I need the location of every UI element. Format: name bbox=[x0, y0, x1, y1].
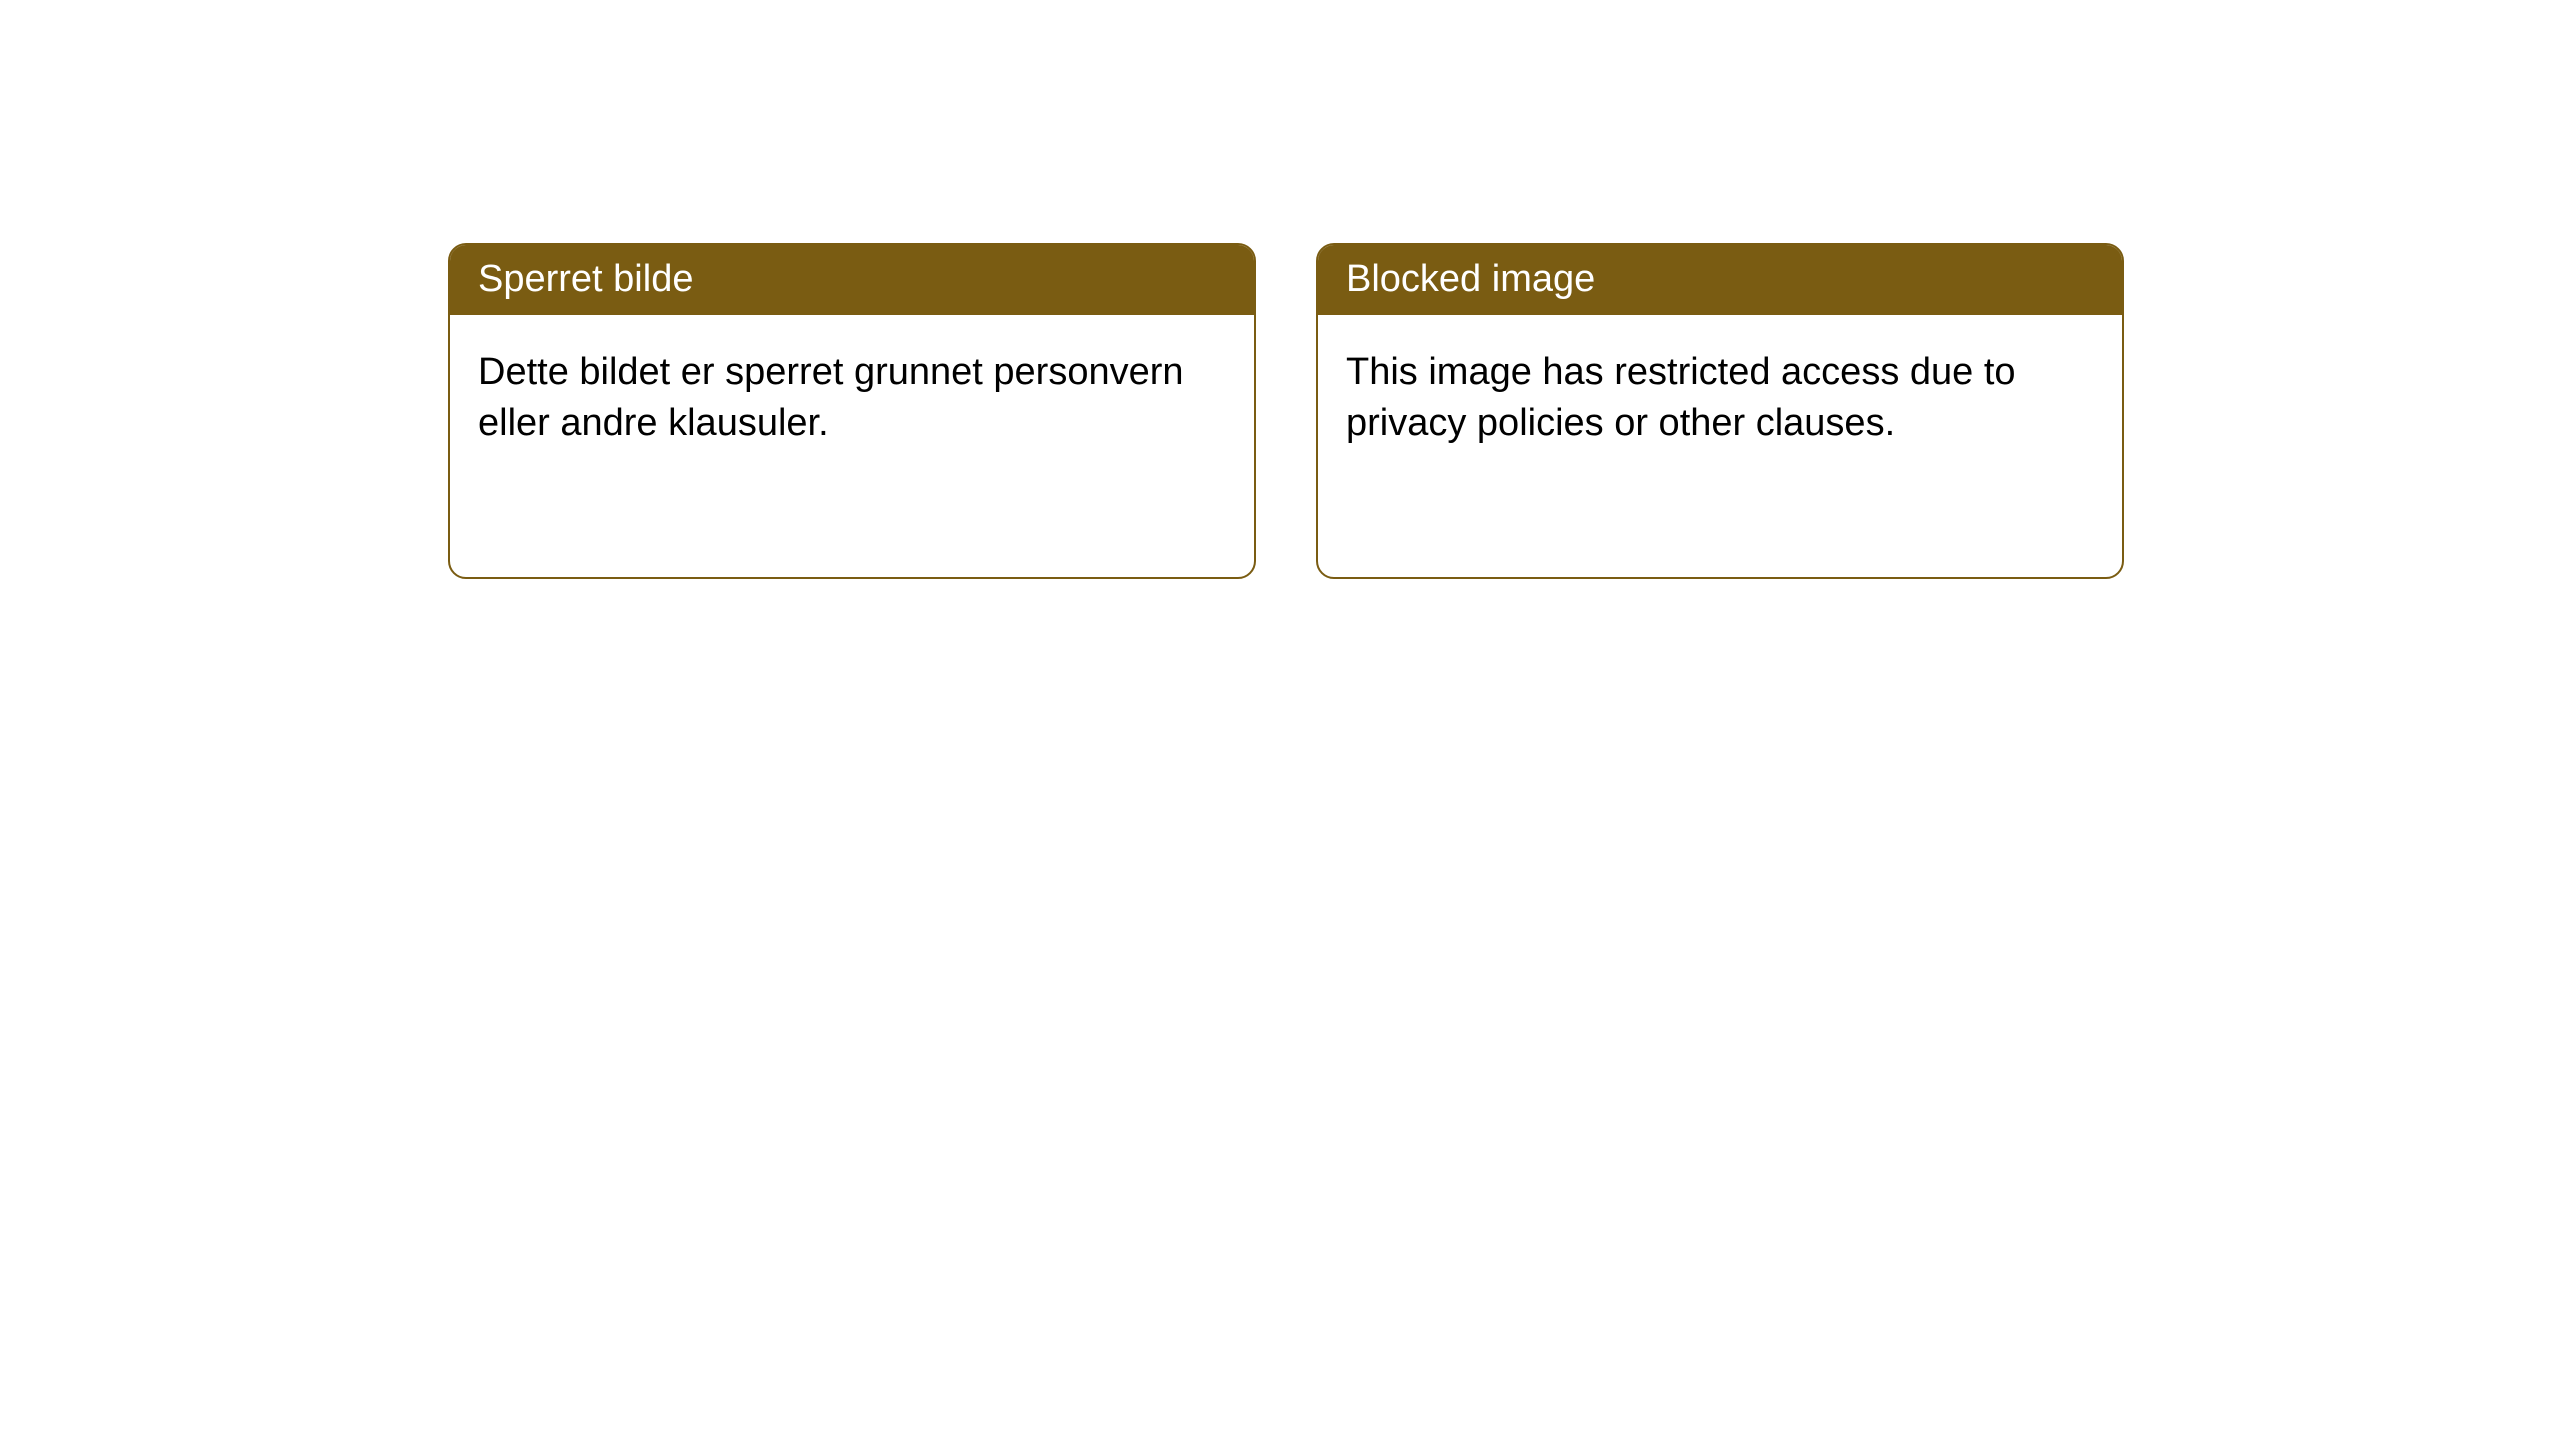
card-title: Sperret bilde bbox=[478, 258, 693, 300]
card-header: Blocked image bbox=[1318, 245, 2122, 315]
card-body: Dette bildet er sperret grunnet personve… bbox=[450, 315, 1254, 482]
card-body: This image has restricted access due to … bbox=[1318, 315, 2122, 482]
card-body-text: This image has restricted access due to … bbox=[1346, 351, 2016, 444]
notice-card-norwegian: Sperret bilde Dette bildet er sperret gr… bbox=[448, 243, 1256, 579]
notice-card-english: Blocked image This image has restricted … bbox=[1316, 243, 2124, 579]
card-body-text: Dette bildet er sperret grunnet personve… bbox=[478, 351, 1184, 444]
notice-cards-container: Sperret bilde Dette bildet er sperret gr… bbox=[448, 243, 2124, 579]
card-title: Blocked image bbox=[1346, 258, 1595, 300]
card-header: Sperret bilde bbox=[450, 245, 1254, 315]
